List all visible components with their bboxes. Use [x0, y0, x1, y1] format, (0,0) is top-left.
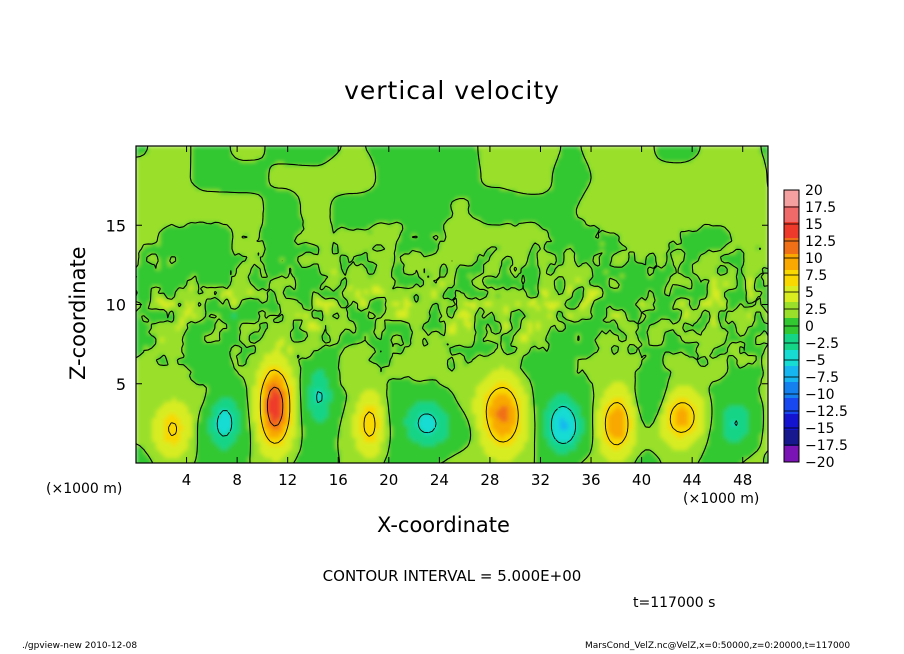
colorbar-label: −2.5 [805, 336, 839, 352]
contour-level [136, 146, 768, 463]
colorbar-segment [784, 190, 799, 207]
colorbar-segment [784, 302, 799, 319]
colorbar: 2017.51512.5107.552.50−2.5−5−7.5−10−12.5… [783, 183, 848, 471]
colorbar-label: −5 [805, 353, 826, 369]
y-axis: 5 10 15 [106, 216, 768, 394]
colorbar-segment [784, 382, 799, 399]
colorbar-segment [784, 414, 799, 431]
y-axis-label: Z-coordinate [66, 246, 90, 380]
x-tick-label: 8 [232, 471, 242, 489]
colorbar-label: 0 [805, 319, 814, 335]
colorbar-segment [784, 366, 799, 383]
y-tick-label: 5 [116, 375, 126, 394]
colorbar-segment [784, 286, 799, 303]
x-axis-label: X-coordinate [377, 513, 510, 537]
colorbar-segment [784, 222, 799, 239]
footer-left: ./gpview-new 2010-12-08 [22, 641, 138, 651]
contour-interval-text: CONTOUR INTERVAL = 5.000E+00 [322, 567, 582, 585]
colorbar-label: 15 [805, 217, 823, 233]
x-tick-label: 16 [329, 471, 348, 489]
colorbar-label: −10 [805, 387, 835, 403]
contour-level [216, 391, 738, 445]
x-tick-label: 36 [581, 471, 600, 489]
x-axis: 4 8 12 16 20 24 28 32 36 40 44 48 [182, 146, 752, 489]
x-tick-label: 20 [379, 471, 398, 489]
colorbar-label: 20 [805, 183, 823, 199]
colorbar-segment [784, 206, 799, 223]
colorbar-label: −12.5 [805, 404, 848, 420]
colorbar-segment [784, 334, 799, 351]
colorbar-segment [784, 270, 799, 287]
colorbar-segment [784, 430, 799, 447]
y-tick-label: 10 [106, 296, 126, 315]
x-tick-label: 44 [683, 471, 702, 489]
colorbar-label: 7.5 [805, 268, 827, 284]
colorbar-segment [784, 398, 799, 415]
contour-level [168, 369, 695, 446]
x-unit-label-left: (×1000 m) [46, 481, 123, 497]
chart-title: vertical velocity [344, 76, 560, 105]
x-tick-label: 28 [480, 471, 499, 489]
colorbar-segment [784, 350, 799, 367]
velocity-field [136, 146, 768, 463]
x-tick-label: 48 [733, 471, 752, 489]
x-tick-label: 12 [278, 471, 297, 489]
y-tick-label: 15 [106, 216, 126, 235]
colorbar-label: 17.5 [805, 200, 836, 216]
colorbar-label: 5 [805, 285, 814, 301]
x-tick-label: 4 [182, 471, 192, 489]
contour-level [266, 386, 284, 427]
colorbar-label: −15 [805, 421, 835, 437]
colorbar-segment [784, 446, 799, 463]
colorbar-segment [784, 254, 799, 271]
colorbar-segment [784, 238, 799, 255]
x-tick-label: 32 [531, 471, 550, 489]
footer-right: MarsCond_VelZ.nc@VelZ,x=0:50000,z=0:2000… [585, 641, 851, 651]
colorbar-label: 10 [805, 251, 823, 267]
contour-lines [136, 146, 768, 463]
colorbar-label: −17.5 [805, 438, 848, 454]
x-tick-label: 24 [430, 471, 449, 489]
colorbar-label: −20 [805, 455, 835, 471]
colorbar-label: 12.5 [805, 234, 836, 250]
x-unit-label-right: (×1000 m) [683, 491, 760, 507]
time-label: t=117000 s [633, 595, 716, 611]
x-tick-label: 40 [632, 471, 651, 489]
colorbar-label: −7.5 [805, 370, 839, 386]
colorbar-label: 2.5 [805, 302, 827, 318]
